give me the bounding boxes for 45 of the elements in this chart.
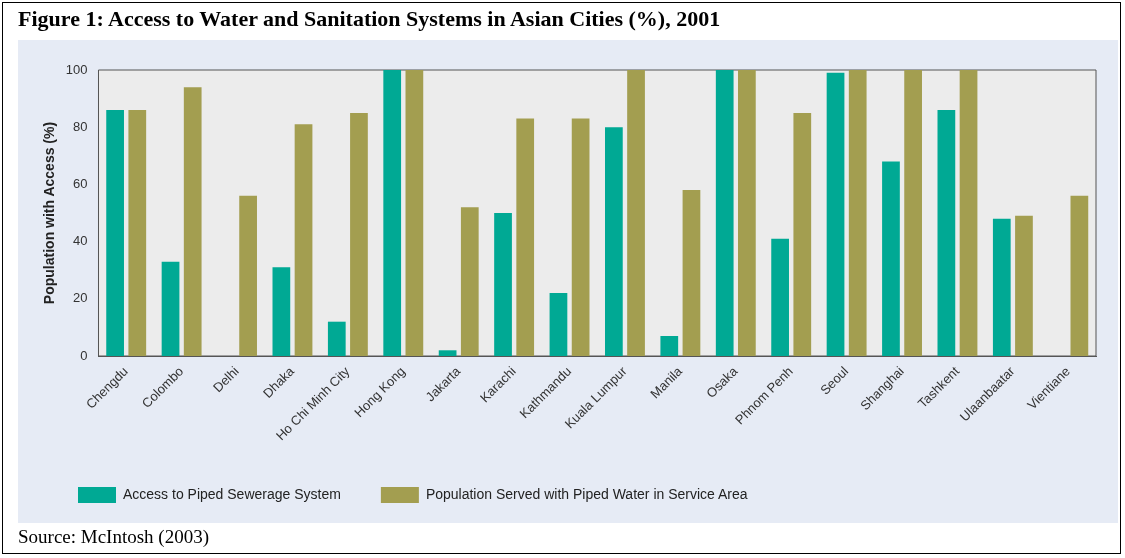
bar (516, 118, 535, 357)
bar (350, 112, 368, 357)
bar (183, 87, 202, 357)
bar (272, 267, 291, 357)
y-tick-label: 0 (80, 347, 88, 363)
bar (128, 110, 147, 357)
legend-label: Population Served with Piped Water in Service Area (425, 485, 748, 502)
bar (239, 195, 257, 357)
bar (161, 261, 180, 357)
y-tick-label: 60 (73, 175, 88, 191)
bar (460, 207, 479, 357)
y-tick-label: 80 (73, 118, 88, 134)
bar (549, 293, 568, 357)
bar (1070, 195, 1089, 357)
bar (904, 70, 922, 357)
bar (605, 127, 623, 357)
bar (660, 335, 679, 357)
bar (848, 70, 867, 357)
bar (405, 70, 424, 357)
y-tick-label: 100 (65, 61, 88, 77)
bar (438, 350, 457, 357)
bar (494, 213, 512, 357)
y-tick-label: 40 (73, 233, 88, 249)
bar (959, 70, 978, 357)
legend-label: Access to Piped Sewerage System (123, 485, 341, 502)
bar (715, 70, 734, 357)
bar (1015, 215, 1033, 357)
bar (738, 70, 756, 357)
bar (106, 110, 124, 357)
bar (937, 110, 956, 357)
y-axis-title: Population with Access (%) (41, 121, 58, 305)
y-tick-label: 20 (73, 290, 88, 306)
bar (992, 218, 1011, 357)
source-note: Source: McIntosh (2003) (18, 526, 210, 548)
bar (682, 190, 701, 357)
bar (771, 238, 789, 357)
bar (882, 161, 900, 357)
bar (627, 70, 645, 357)
bar (327, 321, 346, 357)
bar (826, 72, 845, 357)
chart-title: Figure 1: Access to Water and Sanitation Systems in Asian Cities (%), 2001 (18, 6, 721, 32)
bar (383, 70, 402, 357)
bar (571, 118, 590, 357)
bar (294, 124, 313, 357)
bar (793, 112, 812, 357)
